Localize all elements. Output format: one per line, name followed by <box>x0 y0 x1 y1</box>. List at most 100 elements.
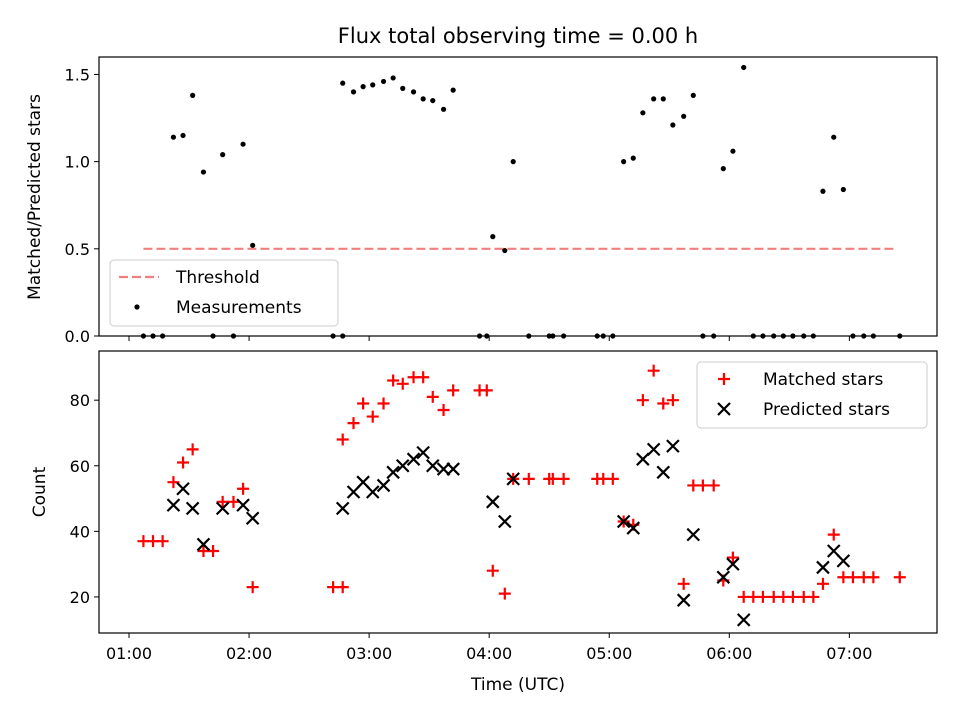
matched-stars-point <box>186 443 199 456</box>
matched-stars-point <box>417 371 430 384</box>
predicted-stars-point <box>215 501 230 516</box>
measurement-point <box>430 97 436 104</box>
matched-stars-point <box>867 571 880 584</box>
bottom-axes-frame <box>98 350 938 634</box>
predicted-stars-point <box>245 511 260 526</box>
matched-stars-point <box>756 590 769 603</box>
matched-stars-point <box>366 410 379 423</box>
top-axes-frame <box>98 56 938 337</box>
legend-marker-swatch <box>717 402 731 416</box>
top-panel: 0.0 0.5 1.0 1.5 Threshold Measurements <box>65 56 938 346</box>
matched-stars-point <box>846 571 859 584</box>
x-tick-label: 03:00 <box>346 644 392 663</box>
top-y-axis-label: Matched/Predicted stars <box>25 94 45 300</box>
predicted-stars-point <box>816 560 830 575</box>
predicted-stars-point <box>406 452 421 466</box>
measurement-point <box>410 89 417 95</box>
predicted-stars-point <box>436 462 451 476</box>
predicted-stars-point <box>386 465 400 480</box>
predicted-stars-point <box>836 554 851 568</box>
matched-stars-point <box>216 495 229 508</box>
predicted-stars-point <box>498 514 512 529</box>
measurement-point <box>660 96 666 102</box>
measurement-point <box>380 78 387 85</box>
matched-stars-point <box>522 472 535 485</box>
top-y-tick-label: 1.5 <box>65 65 90 84</box>
matched-stars-point <box>336 433 349 446</box>
predicted-stars-point <box>636 452 650 466</box>
matched-stars-point <box>893 571 906 584</box>
matched-stars-point <box>666 394 679 407</box>
x-axis-label: Time (UTC) <box>470 675 565 695</box>
legend-marker-swatch <box>134 304 140 310</box>
predicted-stars-point <box>686 527 701 542</box>
measurement-point <box>440 106 447 112</box>
predicted-stars-point <box>666 439 680 453</box>
matched-stars-point <box>377 397 390 410</box>
matched-stars-point <box>498 587 511 600</box>
matched-stars-point <box>387 374 400 387</box>
measurement-point <box>630 155 636 161</box>
predicted-stars-point <box>425 458 440 473</box>
matched-stars-point <box>437 404 450 417</box>
measurement-point <box>840 186 846 193</box>
matched-stars-point <box>726 551 739 564</box>
matched-stars-point <box>827 528 840 541</box>
measurement-point <box>360 84 366 90</box>
matched-stars-point <box>336 581 349 594</box>
top-y-tick-label: 1.0 <box>65 153 90 172</box>
predicted-stars-point <box>166 498 181 512</box>
predicted-stars-point <box>196 537 211 552</box>
x-tick-label: 04:00 <box>466 644 512 663</box>
predicted-stars-point <box>656 465 671 480</box>
matched-stars-point <box>807 590 820 603</box>
predicted-stars-point <box>395 458 410 473</box>
matched-stars-point <box>557 472 570 485</box>
measurement-point <box>690 92 696 98</box>
matched-stars-point <box>357 397 370 410</box>
matched-stars-point <box>447 384 460 397</box>
x-tick-label: 01:00 <box>106 644 152 663</box>
measurement-point <box>220 152 226 158</box>
matched-stars-point <box>546 472 559 485</box>
matched-stars-point <box>207 545 220 558</box>
matched-stars-point <box>486 564 499 577</box>
matched-stars-point <box>696 479 709 492</box>
matched-stars-point <box>396 377 409 390</box>
matched-stars-point <box>237 482 250 495</box>
matched-stars-point <box>156 535 169 548</box>
bottom-panel: 01:00 02:00 03:00 04:00 05:00 06:00 07:00 20 40 6… <box>70 350 938 663</box>
predicted-stars-point <box>626 521 641 535</box>
matched-stars-point <box>426 390 439 403</box>
bottom-legend-box <box>696 361 928 429</box>
measurement-point <box>350 89 357 95</box>
bottom-y-tick-label: 20 <box>70 588 90 607</box>
predicted-stars-point <box>185 501 200 516</box>
predicted-stars-point <box>416 445 430 460</box>
matched-stars-point <box>167 476 180 489</box>
measurement-point <box>370 82 376 88</box>
top-legend-box <box>109 259 339 327</box>
predicted-stars-point <box>176 481 190 496</box>
predicted-stars-point <box>716 570 731 585</box>
bottom-y-tick-label: 60 <box>70 457 90 476</box>
predicted-stars-point <box>335 501 350 516</box>
measurement-point <box>180 132 186 139</box>
x-tick-label: 05:00 <box>586 644 632 663</box>
measurement-point <box>200 169 207 175</box>
legend-marker-swatch <box>718 373 730 385</box>
chart-title: Flux total observing time = 0.00 h <box>338 24 698 48</box>
measurement-point <box>240 141 246 147</box>
top-y-tick-label: 0.0 <box>65 327 90 346</box>
bottom-y-tick-label: 80 <box>70 391 90 410</box>
measurement-point <box>720 166 726 172</box>
matched-stars-point <box>636 394 649 407</box>
measurement-point <box>681 113 687 119</box>
x-tick-label: 02:00 <box>226 644 272 663</box>
measurement-point <box>250 242 256 248</box>
predicted-stars-point <box>365 485 380 499</box>
measurement-point <box>450 87 456 93</box>
legend-entry-label: Threshold <box>175 268 260 288</box>
matched-stars-point <box>677 577 690 590</box>
